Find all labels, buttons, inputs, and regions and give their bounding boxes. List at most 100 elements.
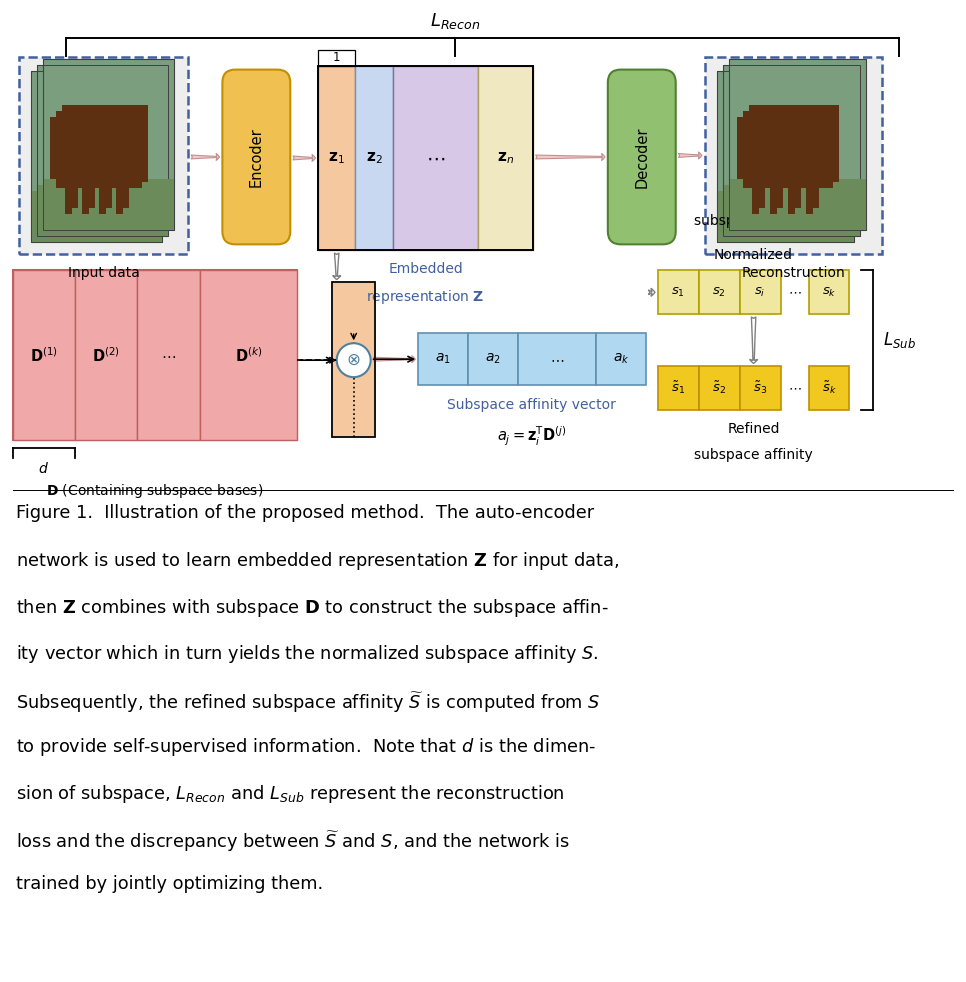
Bar <box>13 270 298 440</box>
Text: Refined: Refined <box>727 422 780 436</box>
Bar <box>658 270 698 314</box>
Text: $a_k$: $a_k$ <box>612 352 629 366</box>
Text: $\mathbf{D}^{(2)}$: $\mathbf{D}^{(2)}$ <box>92 346 120 364</box>
Bar <box>110 190 117 220</box>
Text: $s_k$: $s_k$ <box>822 286 837 299</box>
Text: ity vector which in turn yields the normalized subspace affinity $S$.: ity vector which in turn yields the norm… <box>15 643 598 665</box>
Bar <box>478 66 533 250</box>
Bar <box>332 282 375 437</box>
Bar <box>318 50 355 66</box>
Bar <box>94 190 100 220</box>
Bar <box>794 177 801 208</box>
Text: Encoder: Encoder <box>249 127 264 187</box>
Bar <box>318 66 355 250</box>
Bar <box>37 185 168 237</box>
Bar <box>723 65 861 237</box>
Bar <box>355 66 393 250</box>
Text: $d$: $d$ <box>39 461 49 476</box>
Bar <box>418 333 468 385</box>
Text: $\mathbf{D}^{(k)}$: $\mathbf{D}^{(k)}$ <box>235 346 263 364</box>
Bar <box>82 183 89 214</box>
Bar <box>723 65 861 237</box>
Text: 1: 1 <box>333 51 340 64</box>
Bar <box>123 177 129 208</box>
Text: network is used to learn embedded representation $\mathbf{Z}$ for input data,: network is used to learn embedded repres… <box>15 551 619 573</box>
Text: sion of subspace, $L_{Recon}$ and $L_{Sub}$ represent the reconstruction: sion of subspace, $L_{Recon}$ and $L_{Su… <box>15 783 564 804</box>
Bar <box>758 177 765 208</box>
Bar <box>18 57 188 254</box>
Bar <box>750 105 838 183</box>
Text: $\mathbf{D}^{(1)}$: $\mathbf{D}^{(1)}$ <box>30 346 58 364</box>
Text: trained by jointly optimizing them.: trained by jointly optimizing them. <box>15 876 323 894</box>
Text: $L_{Sub}$: $L_{Sub}$ <box>884 330 917 351</box>
Bar <box>43 59 175 231</box>
Text: then $\mathbf{Z}$ combines with subspace $\mathbf{D}$ to construct the subspace : then $\mathbf{Z}$ combines with subspace… <box>15 597 609 619</box>
Bar <box>105 177 112 208</box>
Text: Embedded: Embedded <box>388 262 463 276</box>
Text: loss and the discrepancy between $\widetilde{S}$ and $S$, and the network is: loss and the discrepancy between $\widet… <box>15 829 570 854</box>
Bar <box>806 183 813 214</box>
Text: $s_1$: $s_1$ <box>671 286 685 299</box>
Bar <box>56 111 142 189</box>
Bar <box>698 270 740 314</box>
Text: subspace affinity: subspace affinity <box>695 214 813 229</box>
Text: $\cdots$: $\cdots$ <box>161 348 177 362</box>
Bar <box>110 117 131 155</box>
Bar <box>37 65 168 237</box>
Bar <box>31 191 162 243</box>
Bar <box>800 117 822 155</box>
Bar <box>116 183 124 214</box>
Bar <box>116 111 138 149</box>
Bar <box>468 333 518 385</box>
Bar <box>782 190 789 220</box>
Text: $\mathbf{D}$ (Containing subspace bases): $\mathbf{D}$ (Containing subspace bases) <box>46 482 264 500</box>
Text: $s_i$: $s_i$ <box>754 286 766 299</box>
Bar <box>740 366 781 410</box>
Bar <box>800 190 808 220</box>
Bar <box>137 270 200 440</box>
Bar <box>123 105 144 143</box>
Bar <box>717 71 855 243</box>
Bar <box>698 366 740 410</box>
Text: $\cdots$: $\cdots$ <box>550 353 564 366</box>
Bar <box>717 71 855 243</box>
Bar <box>777 177 783 208</box>
Text: $\cdots$: $\cdots$ <box>426 148 445 168</box>
Text: $\tilde{s}_2$: $\tilde{s}_2$ <box>712 380 726 397</box>
Bar <box>63 105 148 183</box>
Circle shape <box>337 344 371 377</box>
Text: $\otimes$: $\otimes$ <box>347 352 361 369</box>
Bar <box>737 117 827 194</box>
Text: $\tilde{s}_1$: $\tilde{s}_1$ <box>671 380 685 397</box>
Text: Normalized: Normalized <box>714 248 793 262</box>
Text: $\tilde{s}_3$: $\tilde{s}_3$ <box>753 380 767 397</box>
Bar <box>393 66 478 250</box>
Text: Subsequently, the refined subspace affinity $\widetilde{S}$ is computed from $S$: Subsequently, the refined subspace affin… <box>15 689 600 715</box>
Bar <box>704 57 882 254</box>
Bar <box>88 177 95 208</box>
Bar <box>728 59 867 231</box>
Text: Figure 1.  Illustration of the proposed method.  The auto-encoder: Figure 1. Illustration of the proposed m… <box>15 504 594 522</box>
Bar <box>13 270 74 440</box>
Bar <box>764 190 772 220</box>
Text: Decoder: Decoder <box>635 127 649 188</box>
FancyBboxPatch shape <box>222 70 290 245</box>
Bar <box>728 59 867 231</box>
Text: subspace affinity: subspace affinity <box>695 448 813 463</box>
Text: $\cdots$: $\cdots$ <box>787 286 802 299</box>
Text: $\mathbf{z}_1$: $\mathbf{z}_1$ <box>328 150 345 166</box>
Text: $\tilde{s}_k$: $\tilde{s}_k$ <box>822 380 837 397</box>
Bar <box>717 191 855 243</box>
Text: Reconstruction: Reconstruction <box>742 266 845 280</box>
Bar <box>806 111 829 149</box>
Text: $\cdots$: $\cdots$ <box>787 382 802 395</box>
Text: $s_2$: $s_2$ <box>712 286 726 299</box>
Text: $a_1$: $a_1$ <box>435 352 451 366</box>
FancyBboxPatch shape <box>608 70 676 245</box>
Bar <box>76 190 83 220</box>
Bar <box>50 117 136 194</box>
Bar <box>37 65 168 237</box>
Bar <box>31 71 162 243</box>
Text: to provide self-supervised information.  Note that $d$ is the dimen-: to provide self-supervised information. … <box>15 736 596 758</box>
Text: $\mathbf{z}_i$: $\mathbf{z}_i$ <box>347 352 360 367</box>
